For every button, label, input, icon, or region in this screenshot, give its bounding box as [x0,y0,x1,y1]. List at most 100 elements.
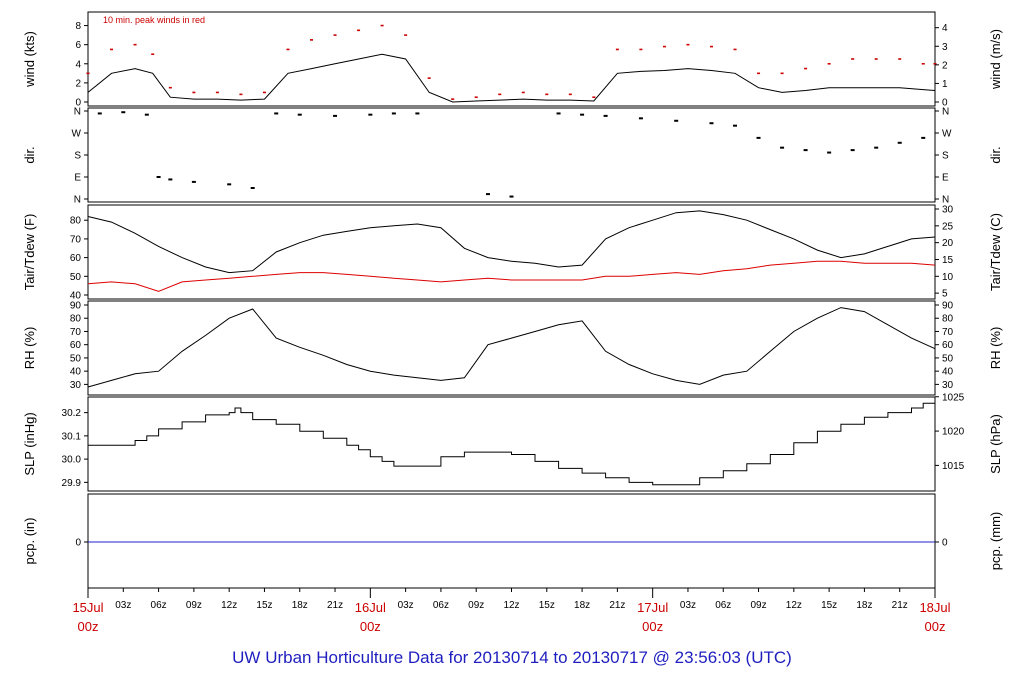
peak-wind-note: 10 min. peak winds in red [103,15,205,25]
rh-right-tick-label: 40 [942,367,954,378]
rh-left-tick-label: 60 [70,340,82,351]
peak-wind-point [215,91,219,94]
wind-dir-point [803,149,808,152]
slp-hpa-tick-label: 1020 [942,427,965,438]
wind-dir-point [756,136,761,139]
peak-wind-point [545,93,549,96]
temp-f-tick-label: 40 [70,291,82,302]
peak-wind-point [757,72,761,75]
rh-right-tick-label: 30 [942,380,954,391]
peak-wind-point [404,34,408,36]
temp-c-tick-label: 20 [942,238,954,249]
chart-footer: UW Urban Horticulture Data for 20130714 … [232,648,792,667]
peak-wind-point [286,48,290,51]
day-date-label: 16Jul [355,600,386,615]
peak-wind-point [921,62,925,65]
rh-right-tick-label: 60 [942,340,954,351]
temp-c-tick-label: 10 [942,272,954,283]
rh-left-tick-label: 70 [70,327,82,338]
wind-dir-point [368,113,373,116]
peak-wind-point [804,67,808,70]
hour-tick-label: 21z [892,600,908,611]
wind-ms-tick-label: 2 [942,60,948,71]
rh-left-tick-label: 80 [70,314,82,325]
slp-inhg-tick-label: 30.0 [62,455,82,466]
wind-dir-point [556,112,561,115]
dir-left-tick-label: S [74,151,81,162]
slp-panel-frame [87,396,936,492]
peak-wind-point [780,72,784,75]
rh-left-tick-label: 30 [70,380,82,391]
wind-dir-point [874,146,879,149]
peak-wind-point [662,45,666,48]
rh-right-tick-label: 70 [942,327,954,338]
wind-kts-tick-label: 6 [75,40,81,51]
peak-wind-point [110,48,114,51]
wind-dir-point [674,119,679,122]
peak-wind-point [874,58,878,60]
wind-dir-point [603,114,608,117]
dir-ylabel-right: dir. [988,146,1003,163]
rh-left-tick-label: 40 [70,367,82,378]
wind-dir-point [274,112,279,115]
hour-tick-label: 12z [786,600,802,611]
hour-tick-label: 03z [680,600,696,611]
rh-left-tick-label: 50 [70,353,82,364]
peak-wind-point [498,93,502,96]
peak-wind-point [733,48,737,51]
peak-wind-point [521,91,525,94]
peak-wind-point [239,93,243,96]
wind-dir-point [638,117,643,120]
peak-wind-point [827,62,831,65]
rh-right-tick-label: 80 [942,314,954,325]
wind-dir-point [921,136,926,139]
wind-dir-point [897,141,902,144]
slp-inhg-tick-label: 30.2 [62,408,82,419]
wind-dir-point [580,113,585,116]
wind-ms-tick-label: 0 [942,98,948,109]
rh-right-tick-label: 50 [942,353,954,364]
rh-ylabel-right: RH (%) [988,327,1003,370]
wind-dir-point [250,187,255,189]
wind-dir-point [121,111,126,114]
day-date-label: 17Jul [637,600,668,615]
wind-ms-tick-label: 4 [942,23,948,34]
temp-f-tick-label: 70 [70,234,82,245]
wind-kts-tick-label: 4 [75,59,81,70]
wind-dir-point [297,113,302,116]
temp-c-tick-label: 25 [942,221,954,232]
day-date-label: 15Jul [72,600,103,615]
wind-dir-point [227,183,232,186]
chart-marks: 0246801234NESWNNESWN40506070805101520253… [62,21,965,548]
temp-ylabel-right: Tair/Tdew (C) [988,213,1003,291]
rh-right-tick-label: 90 [942,301,954,312]
peak-wind-point [168,86,172,89]
peak-wind-point [192,91,196,94]
peak-wind-point [86,72,90,75]
pcp-ylabel-left: pcp. (in) [22,518,37,565]
rh-line [87,307,936,388]
weather-chart: wind (kts) wind (m/s) dir. dir. Tair/Tde… [22,11,1003,634]
hour-tick-label: 12z [221,600,237,611]
hour-tick-label: 15z [256,600,272,611]
temp-c-tick-label: 30 [942,205,954,216]
rh-ylabel-left: RH (%) [22,327,37,370]
peak-wind-point [592,96,596,99]
peak-wind-point [686,43,690,46]
x-axis: 03z 06z 09z 12z 15z 18z 21z 03z 06z 09z 12z 15z 18z 2… [72,588,951,634]
day-time-label: 00z [78,619,99,634]
day-time-label: 00z [925,619,946,634]
dir-right-tick-label: S [942,151,949,162]
wind-ms-tick-label: 1 [942,79,948,90]
wind-dir-point [191,180,196,183]
day-time-label: 00z [360,619,381,634]
peak-wind-point [709,45,713,48]
slp-inhg-tick-label: 30.1 [62,431,82,442]
day-time-label: 00z [642,619,663,634]
wind-dir-point [168,178,173,181]
hour-tick-label: 21z [609,600,625,611]
pcp-ylabel-right: pcp. (mm) [988,512,1003,571]
temp-f-tick-label: 60 [70,253,82,264]
wind-ms-tick-label: 3 [942,42,948,53]
hour-tick-label: 03z [398,600,414,611]
